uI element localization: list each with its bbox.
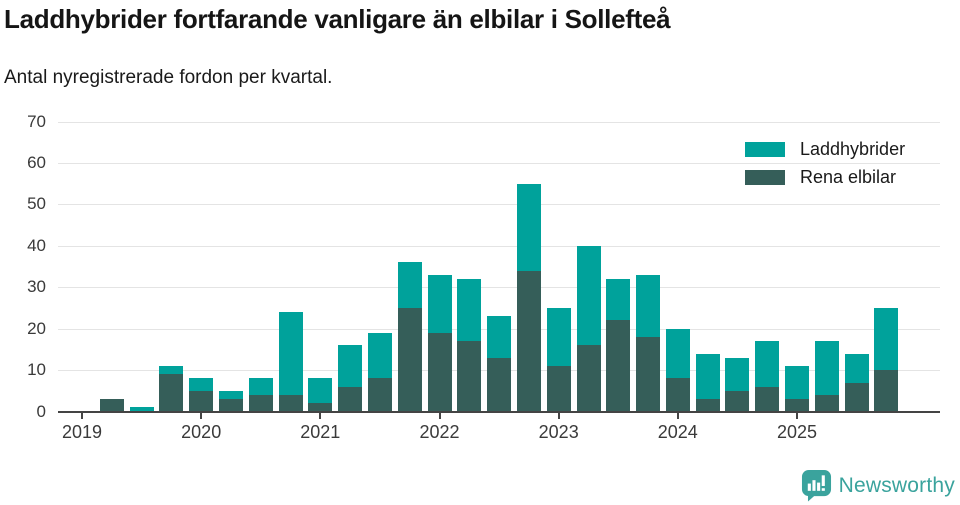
bar-2022-q4-laddhybrider <box>516 183 541 271</box>
x-tick-2025 <box>796 412 798 419</box>
bar-2024-q3-rena-elbilar <box>725 390 750 412</box>
legend-item-rena-elbilar: Rena elbilar <box>745 167 914 187</box>
bar-2020-q1-laddhybrider <box>189 378 214 391</box>
bar-2021-q4-rena-elbilar <box>397 307 422 412</box>
gridline-y-50 <box>58 204 940 206</box>
y-tick-label-60: 60 <box>27 152 46 172</box>
bar-2022-q2-rena-elbilar <box>457 341 482 412</box>
bar-2022-q3-laddhybrider <box>487 316 512 358</box>
x-tick-label-2023: 2023 <box>538 421 579 442</box>
chart-subtitle: Antal nyregistrerade fordon per kvartal. <box>4 67 333 88</box>
bar-2022-q2-laddhybrider <box>457 278 482 341</box>
bar-2024-q1-rena-elbilar <box>665 378 690 412</box>
bar-2023-q1-rena-elbilar <box>546 365 571 412</box>
gridline-y-70 <box>58 121 940 123</box>
bar-2025-q3-rena-elbilar <box>844 382 869 412</box>
bar-2022-q4-rena-elbilar <box>516 270 541 412</box>
chart-title: Laddhybrider fortfarande vanligare än el… <box>4 4 671 34</box>
x-tick-2022 <box>438 412 441 419</box>
y-tick-label-40: 40 <box>27 235 46 255</box>
bar-2020-q2-laddhybrider <box>219 390 243 400</box>
bar-2022-q1-laddhybrider <box>427 274 452 333</box>
bar-2021-q1-rena-elbilar <box>308 403 333 412</box>
bar-2023-q3-rena-elbilar <box>606 320 631 412</box>
bar-2023-q3-laddhybrider <box>606 278 631 321</box>
bar-2025-q2-laddhybrider <box>814 341 839 395</box>
bar-2019-q3-laddhybrider <box>129 407 154 412</box>
newsworthy-logo: Newsworthy <box>801 469 955 502</box>
bar-2019-q2-rena-elbilar <box>99 399 124 412</box>
y-tick-label-50: 50 <box>27 194 46 214</box>
x-tick-label-2021: 2021 <box>300 421 341 442</box>
bar-2020-q3-laddhybrider <box>248 378 273 395</box>
y-tick-label-10: 10 <box>27 360 46 380</box>
gridline-y-30 <box>58 287 940 289</box>
gridline-y-40 <box>58 245 940 247</box>
bar-2025-q1-laddhybrider <box>785 365 809 399</box>
bar-2023-q4-laddhybrider <box>636 274 660 337</box>
newsworthy-logo-text: Newsworthy <box>838 473 955 497</box>
bar-2021-q4-laddhybrider <box>397 262 422 308</box>
x-tick-label-2024: 2024 <box>657 421 698 442</box>
bar-2024-q4-laddhybrider <box>755 341 780 387</box>
x-tick-label-2019: 2019 <box>61 421 103 442</box>
bar-2024-q4-rena-elbilar <box>755 386 780 412</box>
bar-2024-q1-laddhybrider <box>665 328 690 379</box>
x-tick-label-2020: 2020 <box>181 421 222 442</box>
legend-swatch-laddhybrider <box>745 141 785 157</box>
bar-2021-q3-rena-elbilar <box>367 378 392 412</box>
bar-2023-q2-rena-elbilar <box>576 345 601 412</box>
bar-2022-q1-rena-elbilar <box>427 332 452 412</box>
bar-2023-q4-rena-elbilar <box>636 336 660 412</box>
bar-2021-q2-rena-elbilar <box>338 386 363 412</box>
bar-2020-q4-laddhybrider <box>278 312 303 395</box>
bar-2025-q4-laddhybrider <box>874 307 899 370</box>
bar-2024-q2-laddhybrider <box>695 353 720 400</box>
legend-swatch-rena-elbilar <box>745 169 785 185</box>
legend-label-rena-elbilar: Rena elbilar <box>800 167 897 187</box>
bar-2020-q2-rena-elbilar <box>219 399 243 412</box>
x-tick-2021 <box>319 412 322 419</box>
bar-2023-q1-laddhybrider <box>546 307 571 366</box>
bar-2023-q2-laddhybrider <box>576 245 601 346</box>
y-tick-label-0: 0 <box>36 401 46 421</box>
bar-2022-q3-rena-elbilar <box>487 357 512 412</box>
legend: Laddhybrider Rena elbilar <box>745 139 914 195</box>
bar-2021-q3-laddhybrider <box>367 332 392 379</box>
bar-2025-q3-laddhybrider <box>844 353 869 383</box>
bar-2020-q4-rena-elbilar <box>278 394 303 412</box>
y-tick-label-20: 20 <box>27 318 46 338</box>
legend-item-laddhybrider: Laddhybrider <box>745 139 914 159</box>
x-axis-line <box>58 410 940 413</box>
bar-2025-q2-rena-elbilar <box>814 394 839 412</box>
x-tick-2023 <box>557 412 560 419</box>
newsworthy-logo-icon <box>801 470 831 502</box>
y-tick-label-30: 30 <box>27 277 46 297</box>
bar-2025-q1-rena-elbilar <box>785 399 809 412</box>
bar-2019-q4-rena-elbilar <box>159 374 184 412</box>
x-tick-2024 <box>676 412 679 419</box>
bar-2020-q1-rena-elbilar <box>189 390 214 412</box>
bar-2021-q2-laddhybrider <box>338 345 363 387</box>
bar-2020-q3-rena-elbilar <box>248 394 273 412</box>
legend-label-laddhybrider: Laddhybrider <box>800 139 906 159</box>
bar-2024-q2-rena-elbilar <box>695 399 720 412</box>
bar-2025-q4-rena-elbilar <box>874 370 899 412</box>
bar-2024-q3-laddhybrider <box>725 357 750 391</box>
gridline-y-60 <box>58 162 940 164</box>
x-tick-label-2022: 2022 <box>419 421 460 442</box>
x-tick-2019 <box>81 412 83 419</box>
x-tick-label-2025: 2025 <box>776 421 818 442</box>
bar-2019-q4-laddhybrider <box>159 365 184 375</box>
y-tick-label-70: 70 <box>27 111 46 131</box>
x-tick-2020 <box>200 412 203 419</box>
bar-2021-q1-laddhybrider <box>308 378 333 404</box>
